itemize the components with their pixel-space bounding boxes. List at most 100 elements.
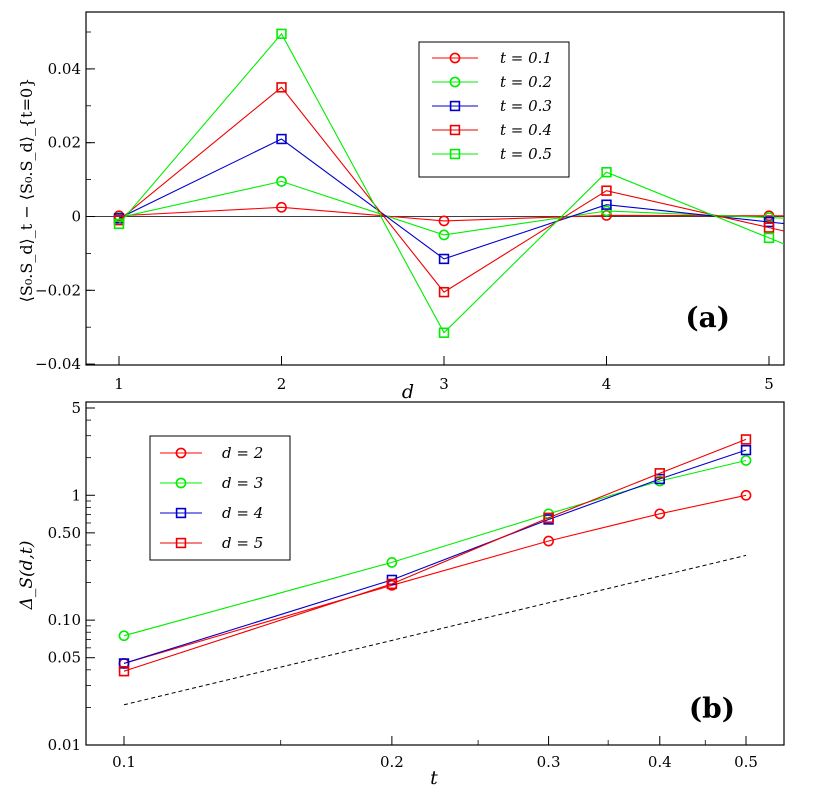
panel-b-legend-label: d = 3 xyxy=(222,474,263,492)
panel-a-legend-label: t = 0.3 xyxy=(500,97,552,115)
panel-a-legend-marker xyxy=(449,76,461,88)
panel-b-label: (b) xyxy=(689,692,735,725)
panel-b-ytick-label: 0.10 xyxy=(48,611,81,629)
panel-a-point xyxy=(276,201,287,213)
panel-a-legend-label: t = 0.4 xyxy=(500,121,552,139)
panel-a-point xyxy=(276,82,287,93)
panel-b-point xyxy=(386,557,398,568)
panel-a-xtick-label: 3 xyxy=(439,375,449,393)
panel-b-point xyxy=(118,658,130,669)
panel-b-series-line xyxy=(123,449,747,664)
panel-a-legend-marker xyxy=(449,124,461,136)
panel-b-series xyxy=(118,434,752,677)
panel-a-xlabel: d xyxy=(402,381,414,403)
panel-a-point xyxy=(276,133,287,145)
panel-b-series-line xyxy=(123,494,747,664)
panel-a-point xyxy=(438,229,450,241)
panel-a-ytick-label: −0.04 xyxy=(35,355,81,373)
panel-b-legend-marker xyxy=(175,537,187,549)
panel-b-xlabel: t xyxy=(430,767,438,789)
panel-b-xtick-label: 0.4 xyxy=(648,753,672,771)
panel-b-ylabel: Δ_S(d,t) xyxy=(17,541,37,611)
panel-b-series-line xyxy=(123,438,747,672)
panel-b-xtick-label: 0.5 xyxy=(734,753,758,771)
panel-b-point xyxy=(654,508,666,520)
panel-b-series-4 xyxy=(118,434,752,677)
panel-a-point xyxy=(438,215,450,227)
panel-a-point xyxy=(276,28,287,40)
panel-a-xtick-label: 5 xyxy=(764,375,774,393)
panel-a-point xyxy=(276,176,287,187)
panel-b-xtick-label: 0.2 xyxy=(380,753,404,771)
panel-a-legend-label: t = 0.1 xyxy=(500,49,552,67)
panel-a-series-line xyxy=(118,206,784,222)
panel-b-xtick-label: 0.1 xyxy=(112,753,136,771)
panel-a-legend-marker xyxy=(449,52,461,64)
panel-b-legend-label: d = 2 xyxy=(222,444,263,462)
panel-a-point xyxy=(113,218,125,230)
panel-a-series-line xyxy=(118,86,785,293)
panel-a-point xyxy=(763,232,775,244)
panel-a-ytick-label: −0.02 xyxy=(35,281,81,299)
panel-a-xtick-label: 1 xyxy=(114,375,124,393)
panel-b-xtick-label: 0.3 xyxy=(537,753,561,771)
panel-b-point xyxy=(740,444,752,456)
panel-b-frame xyxy=(85,401,785,746)
panel-a-ytick-label: 0.02 xyxy=(48,134,81,152)
panel-b-point xyxy=(740,455,752,466)
panel-a-legend-label: t = 0.2 xyxy=(500,73,552,91)
panel-a-ticks: 1 2 3 4 5 −0.04 −0.02 0 0.02 0.04 xyxy=(35,31,774,393)
panel-a-ytick-label: 0 xyxy=(71,208,81,226)
panel-a-ytick-label: 0.04 xyxy=(48,60,81,78)
panel-b-point xyxy=(654,473,665,485)
panel-b-ytick-label: 0.05 xyxy=(48,649,81,667)
panel-a-frame xyxy=(85,11,785,366)
panel-b-ytick-label: 0.01 xyxy=(48,736,81,754)
panel-a-legend-marker xyxy=(449,148,461,160)
panel-b-legend-marker xyxy=(175,447,187,459)
panel-a-ylabel: ⟨S₀.S_d⟩_t − ⟨S₀.S_d⟩_{t=0} xyxy=(17,78,36,303)
panel-a-series-line xyxy=(118,138,785,260)
panel-b-point xyxy=(386,578,398,590)
panel-a-point xyxy=(438,327,450,338)
panel-a-point xyxy=(601,205,612,217)
panel-b-point xyxy=(740,434,752,445)
panel-a-legend-marker xyxy=(449,100,461,112)
panel-b-dashed-line xyxy=(123,554,747,706)
panel-a-series xyxy=(113,28,785,338)
panel-b-point xyxy=(118,665,130,677)
panel-a-xtick-label: 2 xyxy=(277,375,287,393)
panel-b-legend-label: d = 5 xyxy=(222,534,263,552)
panel-b-ytick-label: 1 xyxy=(71,486,81,504)
panel-b-legend-marker xyxy=(175,507,187,519)
panel-a-series-5 xyxy=(113,28,785,338)
panel-b-ticks: 0.1 0.2 0.3 0.4 0.5 0.01 0.05 0.10 0.50 1 5 xyxy=(48,399,758,771)
panel-a-legend-label: t = 0.5 xyxy=(500,145,552,163)
panel-a-point xyxy=(601,185,612,196)
panel-b-ytick-label: 5 xyxy=(71,399,81,417)
panel-b-legend: d = 2 d = 3 d = 4 d = 5 xyxy=(149,435,291,561)
panel-a-point xyxy=(438,286,450,298)
panel-a-xtick-label: 4 xyxy=(602,375,612,393)
panel-b-legend-label: d = 4 xyxy=(222,504,263,522)
panel-b-point xyxy=(740,489,752,501)
panel-a-series-line xyxy=(118,32,785,334)
panel-a-legend: t = 0.1 t = 0.2 t = 0.3 t = 0.4 t = 0.5 xyxy=(418,41,570,178)
panel-b-point xyxy=(118,630,130,642)
panel-a-point xyxy=(763,222,775,233)
panel-a-point xyxy=(438,253,450,265)
panel-a-point xyxy=(763,216,775,228)
panel-b-point xyxy=(543,535,554,547)
panel-a-point xyxy=(601,199,612,210)
panel-b-legend-box xyxy=(149,435,291,561)
panel-b-point xyxy=(543,512,554,524)
panel-b-ytick-label: 0.50 xyxy=(48,524,81,542)
panel-b-legend-marker xyxy=(175,477,187,489)
panel-b-point xyxy=(654,468,665,479)
panel-a-label: (a) xyxy=(685,301,730,334)
panel-b-reference-line xyxy=(123,554,747,706)
panel-a-point xyxy=(601,167,612,178)
